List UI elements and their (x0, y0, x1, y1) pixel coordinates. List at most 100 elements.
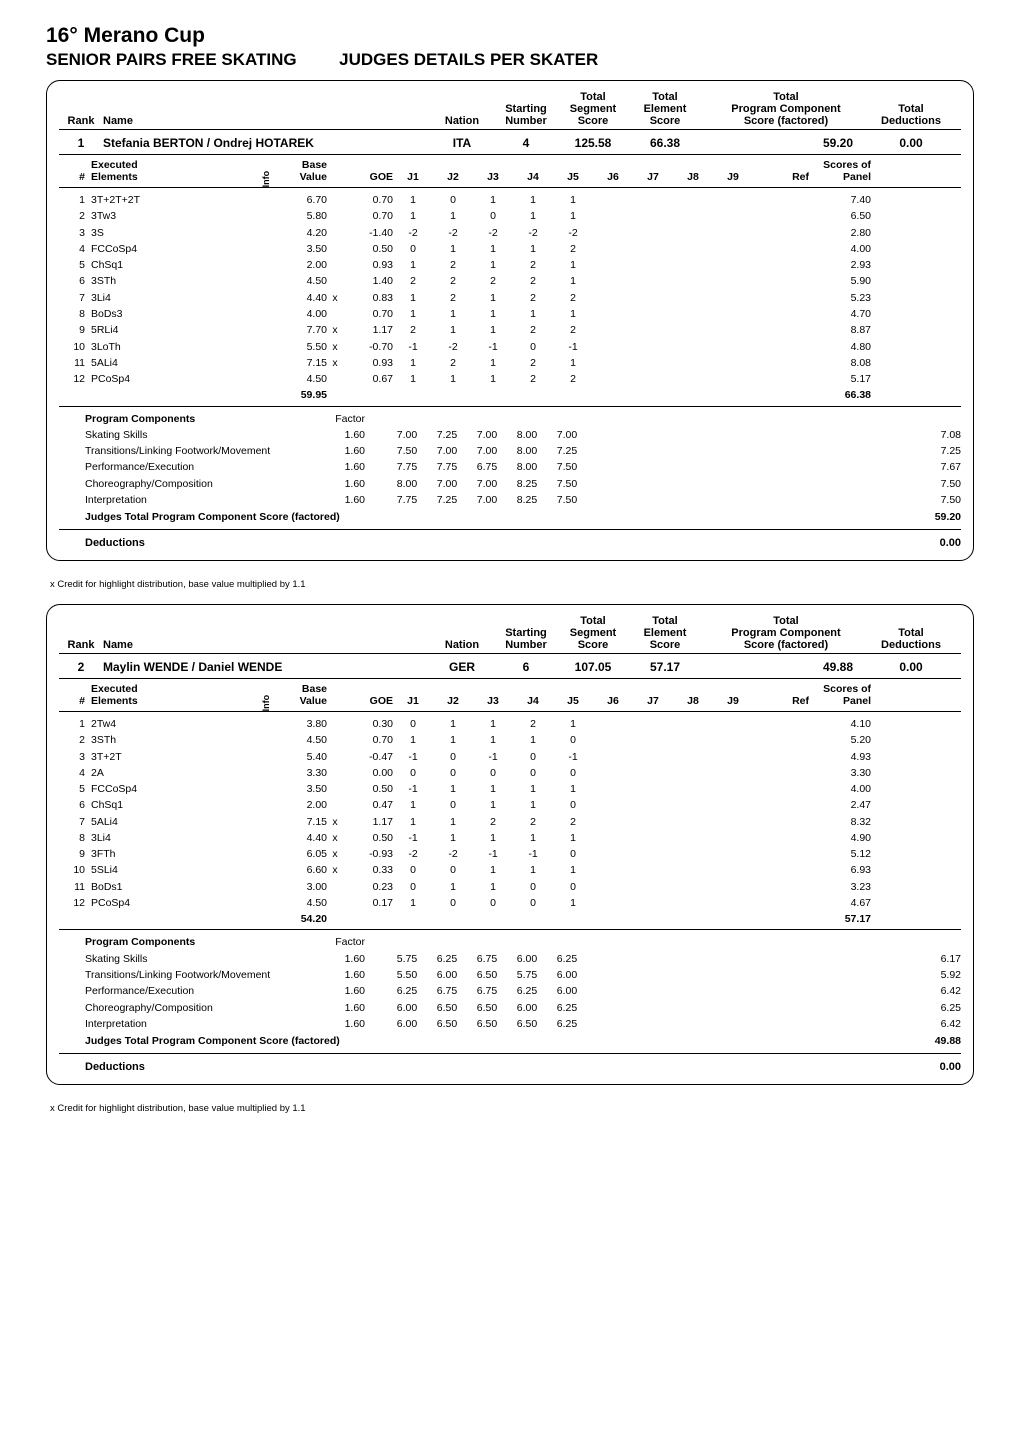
header-row: Rank Name Nation StartingNumber TotalSeg… (59, 615, 961, 651)
elem-num: 4 (59, 765, 91, 781)
elem-j1: -2 (393, 846, 433, 862)
pc-j2: 7.25 (427, 427, 467, 443)
elem-j2: 0 (433, 862, 473, 878)
elem-scores-of-panel: 5.20 (809, 732, 871, 748)
pc-j1: 7.50 (387, 443, 427, 459)
elem-num: 3 (59, 225, 91, 241)
event-header: 16° Merano Cup SENIOR PAIRS FREE SKATING… (46, 24, 974, 70)
elem-j2: 1 (433, 306, 473, 322)
pc-j1: 7.75 (387, 492, 427, 508)
element-row: 1 2Tw4 3.80 0.30 01121 4.10 (59, 716, 961, 732)
elem-j4: 0 (513, 339, 553, 355)
pcs-value: 59.20 (701, 136, 871, 150)
pc-name: Transitions/Linking Footwork/Movement (59, 443, 279, 459)
program-components: Program Components Factor Skating Skills… (59, 411, 961, 527)
elem-j2: 1 (433, 241, 473, 257)
elem-j5: 1 (553, 895, 593, 911)
elem-goe: 1.17 (343, 814, 393, 830)
element-row: 5 FCCoSp4 3.50 0.50 -11111 4.00 (59, 781, 961, 797)
elem-j3: 0 (473, 765, 513, 781)
pc-j5: 6.25 (547, 1000, 587, 1016)
pc-j4: 6.00 (507, 951, 547, 967)
element-row: 3 3T+2T 5.40 -0.47 -10-10-1 4.93 (59, 749, 961, 765)
pc-factor: 1.60 (279, 459, 387, 475)
elem-j2: 0 (433, 797, 473, 813)
skater-name: Maylin WENDE / Daniel WENDE (103, 660, 429, 674)
elem-j3: 0 (473, 895, 513, 911)
pc-j3: 7.00 (467, 427, 507, 443)
element-row: 12 PCoSp4 4.50 0.67 11122 5.17 (59, 371, 961, 387)
col-num: # (59, 171, 91, 183)
elem-j3: -2 (473, 225, 513, 241)
elem-scores-of-panel: 4.70 (809, 306, 871, 322)
elem-j3: 1 (473, 862, 513, 878)
pc-factor: 1.60 (279, 983, 387, 999)
elem-base-value: 4.40 (277, 830, 327, 846)
elem-executed: 5ALi4 (91, 355, 255, 371)
col-j6: J6 (593, 695, 633, 707)
divider (59, 187, 961, 188)
elem-j4: 1 (513, 830, 553, 846)
pc-j3: 6.50 (467, 967, 507, 983)
bv-total: 54.20 (277, 911, 327, 927)
elem-num: 9 (59, 322, 91, 338)
elem-goe: -0.70 (343, 339, 393, 355)
pc-total: 7.25 (899, 443, 961, 459)
elements-table: # ExecutedElements Info BaseValue GOE J1… (59, 683, 961, 931)
elem-num: 3 (59, 749, 91, 765)
col-j9: J9 (713, 695, 753, 707)
elem-scores-of-panel: 4.67 (809, 895, 871, 911)
pc-j2: 7.25 (427, 492, 467, 508)
elem-num: 1 (59, 716, 91, 732)
ded-value: 0.00 (871, 660, 951, 674)
divider (59, 154, 961, 155)
elem-base-value: 4.40 (277, 290, 327, 306)
elem-base-value: 3.50 (277, 781, 327, 797)
elem-j5: 2 (553, 241, 593, 257)
elem-j2: -2 (433, 846, 473, 862)
col-tes-label: TotalElementScore (629, 91, 701, 127)
tes-value: 57.17 (629, 660, 701, 674)
elem-j5: -1 (553, 749, 593, 765)
col-goe: GOE (343, 695, 393, 707)
event-title: 16° Merano Cup (46, 24, 974, 48)
elem-j4: 2 (513, 716, 553, 732)
elements-total-row: 59.95 66.38 (59, 387, 961, 403)
elem-j3: 1 (473, 192, 513, 208)
pc-j2: 6.75 (427, 983, 467, 999)
elem-j1: -1 (393, 749, 433, 765)
pc-total: 7.50 (899, 476, 961, 492)
elem-goe: 0.67 (343, 371, 393, 387)
pc-factor: 1.60 (279, 951, 387, 967)
rank-value: 1 (59, 136, 103, 150)
elem-j1: 1 (393, 306, 433, 322)
elem-j4: 1 (513, 732, 553, 748)
elem-scores-of-panel: 3.30 (809, 765, 871, 781)
elem-num: 5 (59, 257, 91, 273)
elem-j1: 0 (393, 862, 433, 878)
elem-j5: 1 (553, 257, 593, 273)
element-row: 9 5RLi4 7.70 x 1.17 21122 8.87 (59, 322, 961, 338)
elem-j3: 1 (473, 781, 513, 797)
col-tss-label: TotalSegmentScore (557, 91, 629, 127)
elem-goe: -0.47 (343, 749, 393, 765)
startnum-value: 4 (495, 136, 557, 150)
bv-total: 59.95 (277, 387, 327, 403)
elem-j2: 1 (433, 879, 473, 895)
elem-goe: -0.93 (343, 846, 393, 862)
elem-j4: -1 (513, 846, 553, 862)
elem-j5: 1 (553, 355, 593, 371)
elem-mark: x (327, 339, 343, 355)
elem-executed: 2A (91, 765, 255, 781)
col-j9: J9 (713, 171, 753, 183)
element-row: 4 2A 3.30 0.00 00000 3.30 (59, 765, 961, 781)
pc-title: Program Components (59, 411, 279, 427)
elem-executed: 3T+2T (91, 749, 255, 765)
pc-j5: 7.50 (547, 459, 587, 475)
elem-j4: 2 (513, 371, 553, 387)
elem-base-value: 4.50 (277, 273, 327, 289)
elem-goe: 0.47 (343, 797, 393, 813)
elements-header: # ExecutedElements Info BaseValue GOE J1… (59, 159, 961, 185)
judges-total-row: Judges Total Program Component Score (fa… (59, 508, 961, 527)
elem-executed: PCoSp4 (91, 371, 255, 387)
